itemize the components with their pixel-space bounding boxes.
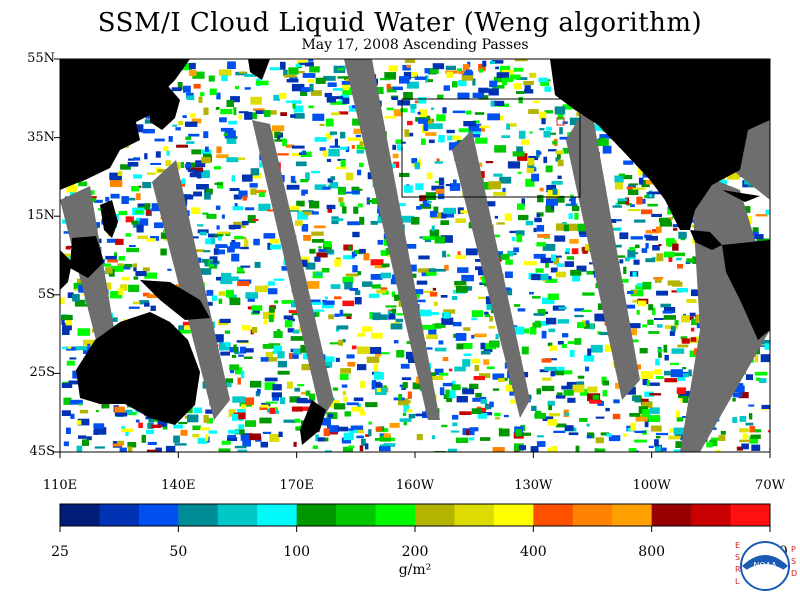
colorbar-swatch <box>217 504 258 526</box>
land-japan <box>150 86 180 130</box>
colorbar-swatch <box>257 504 298 526</box>
swath-gap-5 <box>452 130 530 418</box>
colorbar-tick-label: 25 <box>51 544 69 560</box>
logo-text: NOAA <box>753 561 777 570</box>
lon-label-170e: 170E <box>279 478 314 493</box>
axis-ticks <box>54 58 771 458</box>
land-sumatra <box>60 250 72 290</box>
land-philippines <box>100 200 118 238</box>
region-box <box>401 98 581 198</box>
swath-gap-2 <box>152 160 230 420</box>
swath-gap-3 <box>252 120 334 420</box>
colorbar-swatch <box>572 504 613 526</box>
colorbar-tick-label: 100 <box>283 544 311 560</box>
colorbar-swatch <box>336 504 377 526</box>
colorbar-swatch <box>60 504 100 526</box>
lat-label-25s: 25S <box>29 365 55 381</box>
colorbar-swatch <box>691 504 732 526</box>
lat-label-5s: 5S <box>37 286 55 302</box>
lon-label-70w: 70W <box>755 478 785 493</box>
colorbar-swatch <box>138 504 179 526</box>
point-marker <box>556 117 565 126</box>
colorbar-units: g/m² <box>398 562 432 578</box>
lon-label-160w: 160W <box>395 478 435 493</box>
land-south-america <box>722 240 770 340</box>
land-central-america <box>690 230 722 250</box>
lon-label-100w: 100W <box>632 478 671 493</box>
lat-label-15n: 15N <box>27 208 55 224</box>
lon-label-110e: 110E <box>42 478 78 493</box>
colorbar-swatch <box>533 504 574 526</box>
land-cuba <box>722 190 760 202</box>
colorbar-swatch <box>612 504 653 526</box>
colorbar-swatch <box>651 504 692 526</box>
colorbar-swatch <box>493 504 534 526</box>
noaa-logo: NOAA E S R L P S D <box>735 541 797 591</box>
logo-letter-p: P <box>791 545 796 554</box>
colorbar-swatch <box>730 504 771 526</box>
land-newzealand <box>300 400 326 445</box>
colorbar-tick-label: 50 <box>169 544 188 560</box>
logo-letter-s2: S <box>791 557 796 566</box>
logo-letter-d: D <box>791 569 797 578</box>
lat-label-35n: 35N <box>27 129 55 145</box>
swath-gap-7 <box>665 160 770 452</box>
map-title: SSM/I Cloud Liquid Water (Weng algorithm… <box>97 8 703 38</box>
colorbar-swatch <box>296 504 337 526</box>
swath-gap-4 <box>344 59 440 420</box>
colorbar-swatch <box>99 504 140 526</box>
colorbar <box>59 503 771 532</box>
map-subtitle: May 17, 2008 Ascending Passes <box>301 37 529 53</box>
colorbar-swatch <box>454 504 495 526</box>
logo-letter-l: L <box>735 577 740 586</box>
logo-letter-e: E <box>735 541 740 550</box>
colorbar-swatch <box>178 504 219 526</box>
land-newguinea <box>140 280 210 320</box>
land-kamchatka <box>248 59 270 80</box>
lon-label-140e: 140E <box>161 478 196 493</box>
swath-gap-6 <box>566 100 640 400</box>
land-australia <box>76 312 200 425</box>
logo-letter-r: R <box>735 565 741 574</box>
colorbar-tick-label: 400 <box>519 544 547 560</box>
lon-label-130w: 130W <box>514 478 553 493</box>
swath-gaps <box>60 59 770 452</box>
logo-letter-s: S <box>735 553 740 562</box>
land-borneo <box>70 236 104 278</box>
colorbar-tick-label: 200 <box>401 544 429 560</box>
colorbar-swatch <box>415 504 455 526</box>
lat-label-45s: 45S <box>29 444 55 459</box>
land-north-america <box>550 59 770 230</box>
land-masses <box>60 59 770 445</box>
lat-label-55n: 55N <box>27 51 55 66</box>
colorbar-swatch <box>375 504 416 526</box>
colorbar-tick-label: 800 <box>638 544 666 560</box>
land-asia <box>60 59 190 190</box>
